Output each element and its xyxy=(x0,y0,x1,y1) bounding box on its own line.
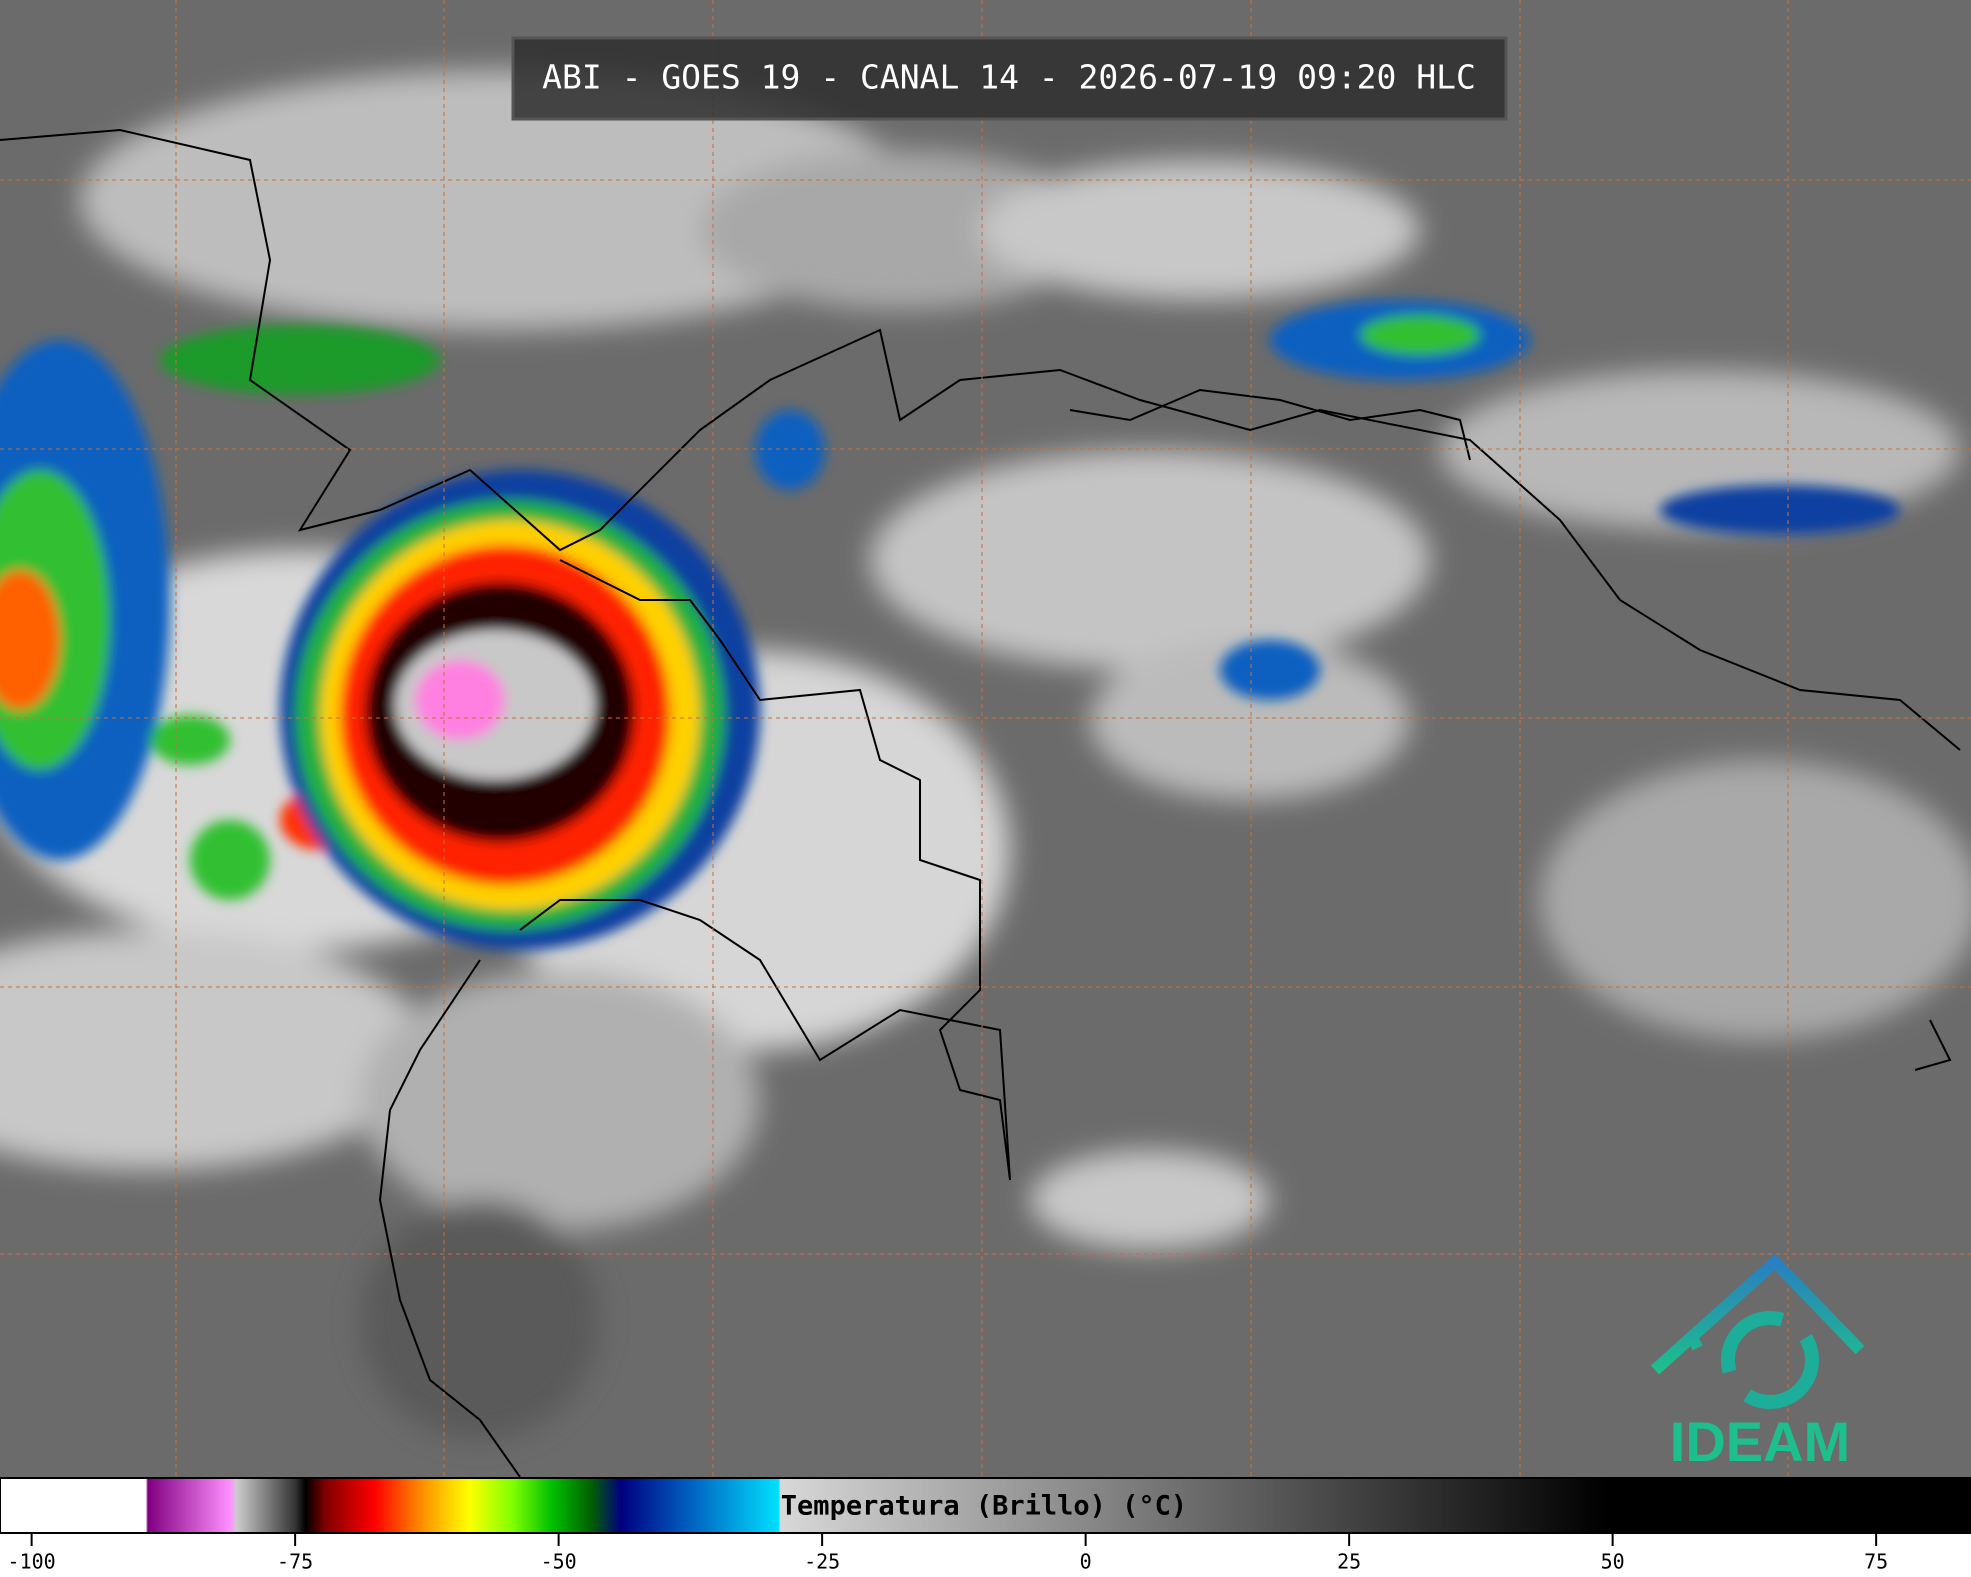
tick-label: -75 xyxy=(277,1550,313,1574)
tick-label: 50 xyxy=(1601,1550,1625,1574)
logo-swirl xyxy=(1721,1311,1819,1409)
colorbar xyxy=(0,1477,1971,1534)
coastlines xyxy=(0,128,1961,1478)
title-box xyxy=(511,36,1508,121)
tick-label: 25 xyxy=(1337,1550,1361,1574)
convection xyxy=(0,300,1900,950)
logo-roof xyxy=(1650,1253,1865,1375)
tick-label: -100 xyxy=(8,1550,56,1574)
logo-text: IDEAM xyxy=(1670,1410,1850,1473)
tick-label: -25 xyxy=(804,1550,840,1574)
colorbar-label: Temperatura (Brillo) (°C) xyxy=(781,1491,1187,1522)
tick-label: 75 xyxy=(1864,1550,1888,1574)
title: ABI - GOES 19 - CANAL 14 - 2026-07-19 09… xyxy=(542,58,1476,97)
colorbar-ticks: -100 -75 -50 -25 0 25 50 75 xyxy=(8,1533,1888,1574)
tick-label: 0 xyxy=(1080,1550,1092,1574)
tick-label: -50 xyxy=(541,1550,577,1574)
logo: IDEAM xyxy=(1650,1253,1865,1473)
graticule xyxy=(0,0,1971,1477)
